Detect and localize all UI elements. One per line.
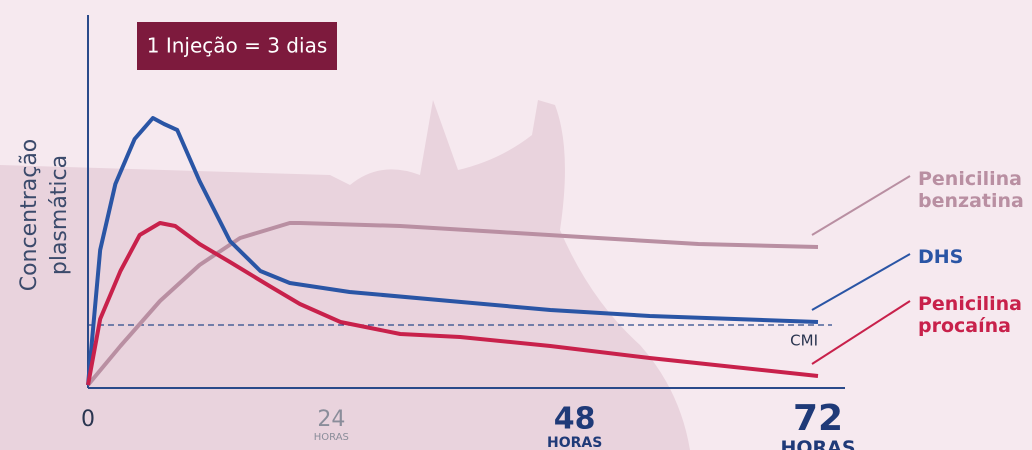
legend-label: Penicilina procaína (918, 293, 1028, 337)
chart-svg: 1 Injeção = 3 dias Concentraçãoplasmátic… (0, 0, 1032, 450)
x-tick-label: 0 (81, 407, 95, 432)
legend-connector (812, 254, 910, 310)
x-tick-label: 24 (317, 407, 345, 432)
x-unit-label: HORAS (547, 435, 602, 450)
y-axis-label: Concentração (17, 139, 42, 292)
x-tick-label: 72 (793, 398, 843, 439)
legend-connector (812, 301, 910, 364)
legend-label: Penicilina benzatina (918, 168, 1028, 212)
legend-connector (812, 176, 910, 235)
chart: 1 Injeção = 3 dias Concentraçãoplasmátic… (0, 0, 1032, 450)
x-unit-label: HORAS (780, 437, 855, 450)
background-silhouette (0, 100, 690, 450)
legend-label: DHS (918, 246, 1028, 268)
reference-label: CMI (790, 332, 818, 350)
x-tick-label: 48 (554, 402, 596, 437)
annotation: 1 Injeção = 3 dias (147, 34, 328, 58)
y-axis-label: plasmática (47, 155, 72, 275)
x-unit-label: HORAS (314, 432, 349, 443)
